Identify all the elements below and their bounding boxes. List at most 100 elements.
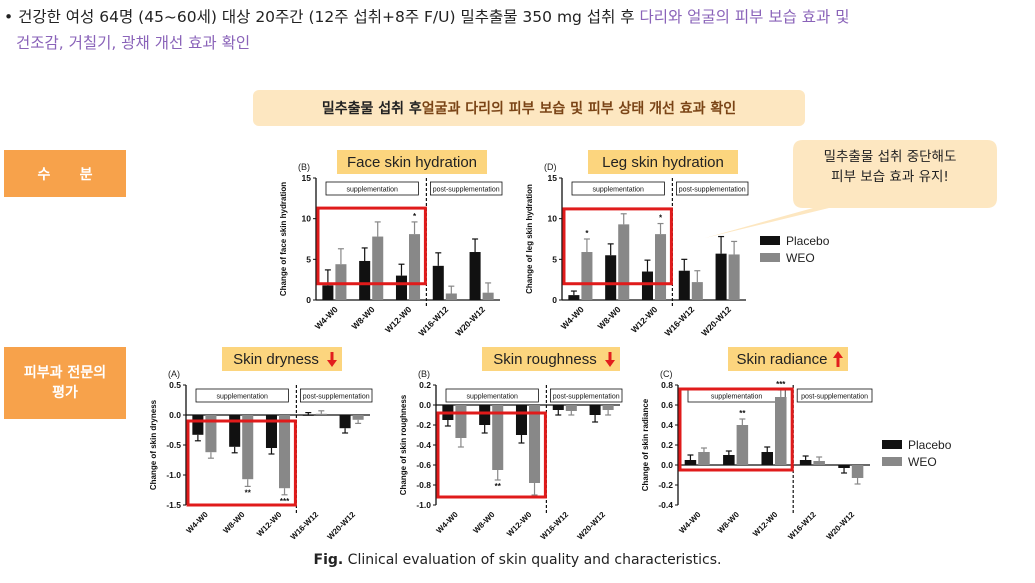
y-tick-label: -0.2 (658, 480, 673, 490)
bar-weo-w12-w0 (655, 234, 667, 300)
y-tick-label: 0 (306, 295, 311, 305)
chart-title: Skin radiance (737, 351, 828, 368)
phase-box-supplementation (571, 181, 665, 196)
phase-label-post: post-supplementation (679, 187, 746, 194)
panel-label: (B) (418, 369, 430, 379)
bar-placebo-w12-w0 (395, 275, 407, 300)
significance-marker: *** (280, 497, 290, 506)
bar-placebo-w8-w0 (359, 260, 371, 300)
highlight-box (562, 207, 673, 286)
significance-marker: * (413, 212, 417, 221)
y-axis-label: Change of skin radiance (641, 398, 650, 491)
y-tick-label: 0.4 (661, 420, 673, 430)
bar-placebo-w12-w0 (515, 405, 527, 435)
bar-placebo-w20-w12 (469, 252, 481, 300)
x-tick-label: W4-W0 (185, 510, 211, 536)
y-tick-label: 0.0 (419, 400, 431, 410)
bar-placebo-w16-w12 (302, 415, 314, 416)
x-tick-label: W8-W0 (716, 510, 742, 536)
bar-weo-w4-w0 (581, 252, 593, 300)
y-tick-label: 5 (552, 254, 557, 264)
x-tick-label: W4-W0 (313, 304, 340, 331)
bar-placebo-w20-w12 (838, 465, 850, 468)
y-tick-label: 0.0 (169, 410, 181, 420)
y-tick-label: -1.0 (416, 500, 431, 510)
bar-placebo-w12-w0 (265, 415, 277, 448)
bar-weo-w4-w0 (698, 452, 710, 465)
phase-box-post (429, 181, 503, 196)
legend-top-weo: WEO (760, 249, 829, 266)
bar-weo-w8-w0 (618, 224, 630, 300)
y-tick-label: -0.6 (416, 460, 431, 470)
bar-weo-w8-w0 (492, 405, 504, 470)
phase-label-post: post-supplementation (433, 187, 500, 194)
bar-weo-w16-w12 (445, 293, 457, 300)
callout-line1: 밀추출물 섭취 중단해도 (823, 149, 957, 165)
legend-bottom-weo: WEO (882, 453, 951, 470)
banner-text: 밀추출물 섭취 후 (321, 101, 422, 117)
phase-box-post (299, 388, 373, 403)
expert-label-line1: 피부과 전문의 (23, 365, 107, 381)
callout-text: 밀추출물 섭취 중단해도 피부 보습 효과 유지! (795, 147, 985, 187)
bar-placebo-w16-w12 (432, 265, 444, 300)
down-arrow-icon (327, 352, 337, 367)
x-tick-label: W16-W12 (416, 304, 450, 338)
chart-title: Face skin hydration (347, 154, 477, 171)
bar-weo-w8-w0 (736, 425, 749, 465)
x-tick-label: W12-W0 (505, 510, 534, 539)
bar-placebo-w20-w12 (589, 405, 601, 415)
x-tick-label: W20-W12 (326, 510, 358, 542)
figure-caption: Fig. Clinical evaluation of skin quality… (0, 552, 1035, 568)
highlight-box (186, 419, 297, 507)
y-tick-label: 0.0 (661, 460, 673, 470)
phase-label-supplementation: supplementation (467, 394, 518, 401)
chart-face-hydration: Face skin hydration (B) 0 5 10 15 Change of fa… (279, 150, 503, 338)
chart-title-box (482, 347, 620, 371)
y-tick-label: 15 (302, 173, 312, 183)
x-tick-label: W8-W0 (221, 510, 247, 536)
y-tick-label: 10 (302, 214, 312, 224)
bar-weo-w12-w0 (409, 234, 421, 300)
arrow-shaft (836, 357, 840, 367)
x-tick-label: W16-W12 (786, 510, 818, 542)
phase-box-post (796, 388, 873, 403)
bar-placebo-w8-w0 (229, 415, 241, 447)
caption-text: Clinical evaluation of skin quality and … (343, 552, 722, 568)
expert-evaluation-label: 피부과 전문의 평가 (4, 347, 126, 419)
summary-banner: 밀추출물 섭취 후 얼굴과 다리의 피부 보습 및 피부 상태 개선 효과 확인 (253, 90, 805, 126)
y-axis-label: Change of leg skin hydration (525, 184, 534, 294)
significance-marker: * (585, 229, 589, 238)
legend-top-placebo: Placebo (760, 232, 829, 249)
x-tick-label: W4-W0 (435, 510, 461, 536)
bar-weo-w12-w0 (279, 415, 291, 489)
arrow-shaft (608, 352, 612, 361)
chart-title: Leg skin hydration (602, 154, 724, 171)
x-tick-label: W20-W12 (699, 304, 733, 338)
chart-skin-radiance: Skin radiance (C)0.8 0.6 0.4 0.2 0.0 -0.2 -0.4 C… (641, 347, 873, 542)
headline: • 건강한 여성 64명 (45~60세) 대상 20주간 (12주 섭취+8주… (4, 4, 1032, 56)
bar-weo-w16-w12 (813, 461, 825, 465)
y-tick-label: 0.8 (661, 380, 673, 390)
y-tick-label: 5 (306, 254, 311, 264)
banner-highlight: 얼굴과 다리의 피부 보습 및 피부 상태 개선 효과 확인 (421, 101, 737, 117)
bar-weo-w20-w12 (728, 254, 740, 300)
bar-placebo-w8-w0 (605, 255, 617, 300)
bar-placebo-w4-w0 (568, 295, 580, 300)
x-tick-label: W12-W0 (383, 304, 414, 335)
x-tick-label: W16-W12 (289, 510, 321, 542)
arrow-head (327, 360, 337, 367)
highlight-box (678, 387, 794, 472)
bar-weo-w4-w0 (335, 264, 347, 300)
bullet: • (4, 8, 14, 26)
y-tick-label: -1.5 (166, 500, 181, 510)
x-tick-label: W20-W12 (576, 510, 608, 542)
x-tick-label: W8-W0 (471, 510, 497, 536)
significance-marker: ** (739, 409, 746, 418)
y-tick-label: 0 (552, 295, 557, 305)
x-tick-label: W12-W0 (629, 304, 660, 335)
panel-label: (C) (660, 369, 673, 379)
x-tick-label: W16-W12 (539, 510, 571, 542)
y-tick-label: 0.5 (169, 380, 181, 390)
bar-placebo-w4-w0 (684, 460, 697, 465)
chart-title-box (588, 150, 738, 174)
